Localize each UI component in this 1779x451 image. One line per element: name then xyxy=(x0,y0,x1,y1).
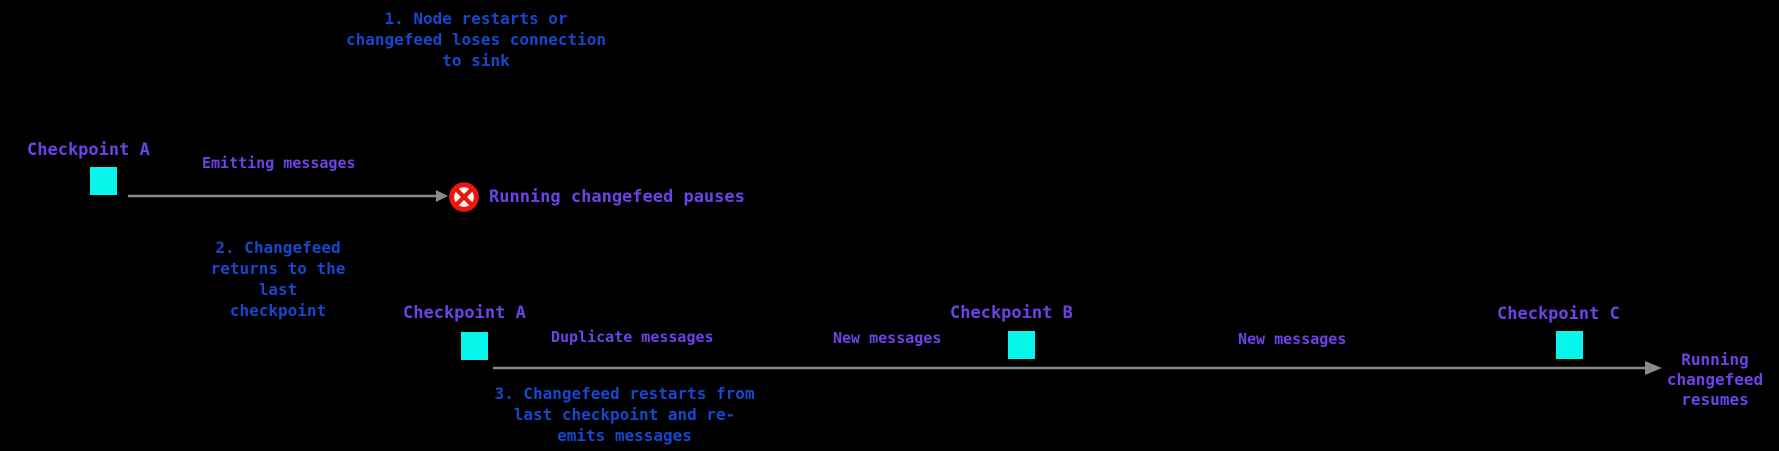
step1-note: 1. Node restarts or changefeed loses con… xyxy=(345,9,607,70)
checkpoint-a2-label: Checkpoint A xyxy=(403,303,526,323)
running-resumes-label: Running changefeed resumes xyxy=(1666,350,1764,409)
emitting-messages-label: Emitting messages xyxy=(202,154,356,172)
cancel-circle-icon xyxy=(449,182,479,212)
new-messages-label-1: New messages xyxy=(833,329,942,347)
timeline-arrow-1 xyxy=(128,190,448,202)
checkpoint-b-label: Checkpoint B xyxy=(950,303,1073,323)
new-messages-label-2: New messages xyxy=(1238,330,1347,348)
checkpoint-a1-marker xyxy=(90,167,117,195)
step3-note: 3. Changefeed restarts from last checkpo… xyxy=(494,384,755,445)
checkpoint-c-label: Checkpoint C xyxy=(1497,304,1620,324)
timeline-arrow-2 xyxy=(493,361,1662,375)
checkpoint-b-marker xyxy=(1008,331,1035,359)
arrowhead-right-icon xyxy=(436,190,448,202)
checkpoint-a1-label: Checkpoint A xyxy=(27,140,150,160)
step2-note: 2. Changefeed returns to the last checkp… xyxy=(210,238,346,320)
checkpoint-c-marker xyxy=(1556,331,1583,359)
checkpoint-a2-marker xyxy=(461,332,488,360)
duplicate-messages-label: Duplicate messages xyxy=(551,328,714,346)
running-pauses-label: Running changefeed pauses xyxy=(489,187,745,207)
